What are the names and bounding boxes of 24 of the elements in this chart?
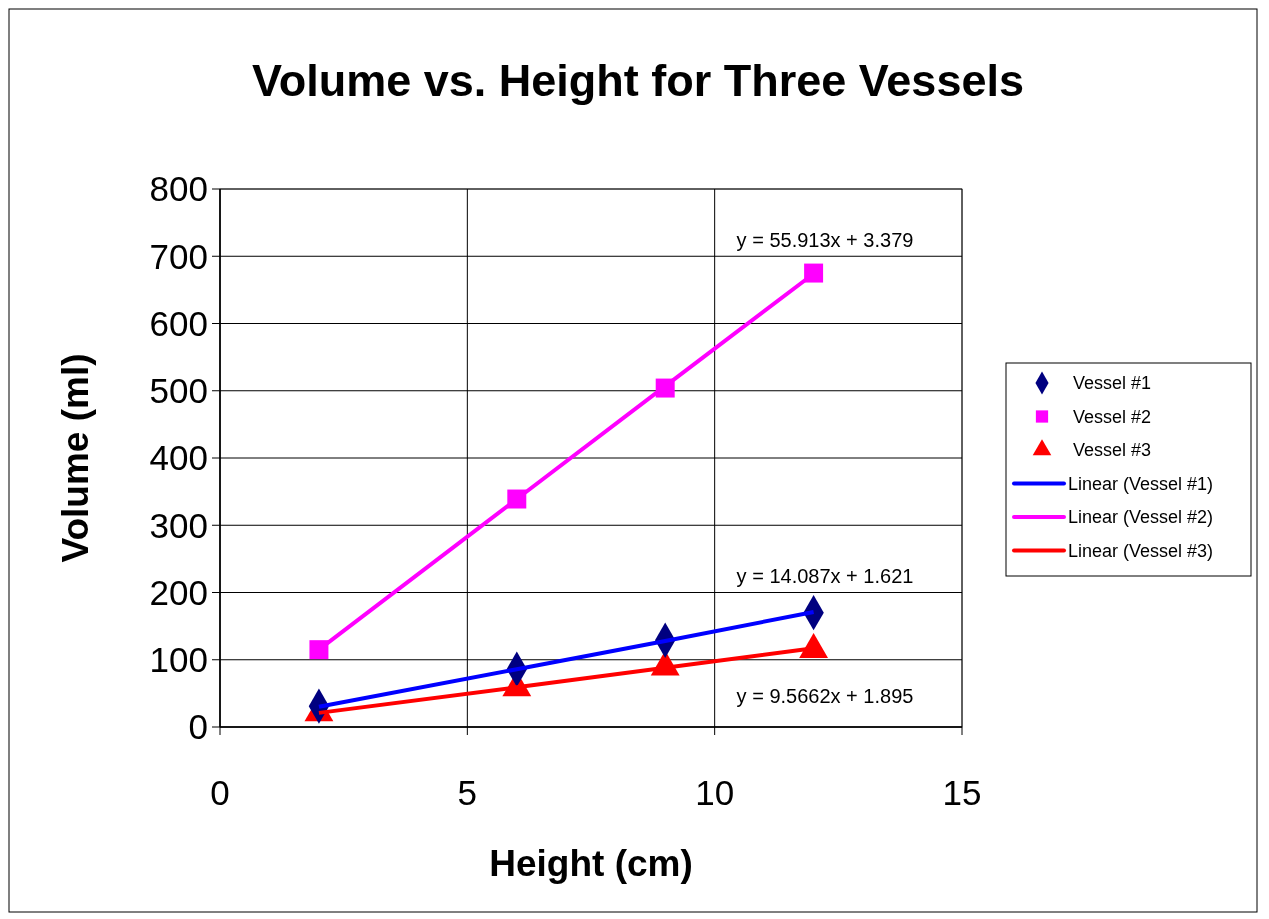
y-tick-label: 300	[149, 505, 208, 545]
y-tick-label: 800	[149, 169, 208, 209]
y-tick-label: 600	[149, 303, 208, 343]
y-tick-label: 500	[149, 371, 208, 410]
annotation: y = 55.913x + 3.379	[736, 229, 914, 251]
chart-title: Volume vs. Height for Three Vessels	[252, 55, 1024, 106]
y-tick-label: 700	[149, 236, 208, 276]
y-tick-label: 400	[149, 438, 208, 478]
x-axis-title: Height (cm)	[489, 843, 693, 884]
x-tick-label: 15	[942, 773, 982, 812]
legend-label: Vessel #2	[1073, 406, 1152, 427]
legend-label: Vessel #1	[1073, 373, 1152, 394]
annotation: y = 9.5662x + 1.895	[736, 685, 914, 707]
y-tick-label: 100	[149, 640, 208, 679]
y-tick-label: 200	[149, 572, 208, 612]
legend-label: Linear (Vessel #2)	[1068, 507, 1214, 528]
legend-label: Linear (Vessel #1)	[1068, 473, 1214, 494]
annotation: y = 14.087x + 1.621	[736, 565, 914, 587]
y-axis-title: Volume (ml)	[55, 353, 96, 563]
x-tick-label: 5	[457, 773, 478, 812]
x-tick-label: 10	[695, 773, 735, 812]
legend-label: Vessel #3	[1073, 440, 1152, 461]
legend-label: Linear (Vessel #3)	[1068, 540, 1214, 561]
y-tick-label: 0	[188, 707, 208, 747]
